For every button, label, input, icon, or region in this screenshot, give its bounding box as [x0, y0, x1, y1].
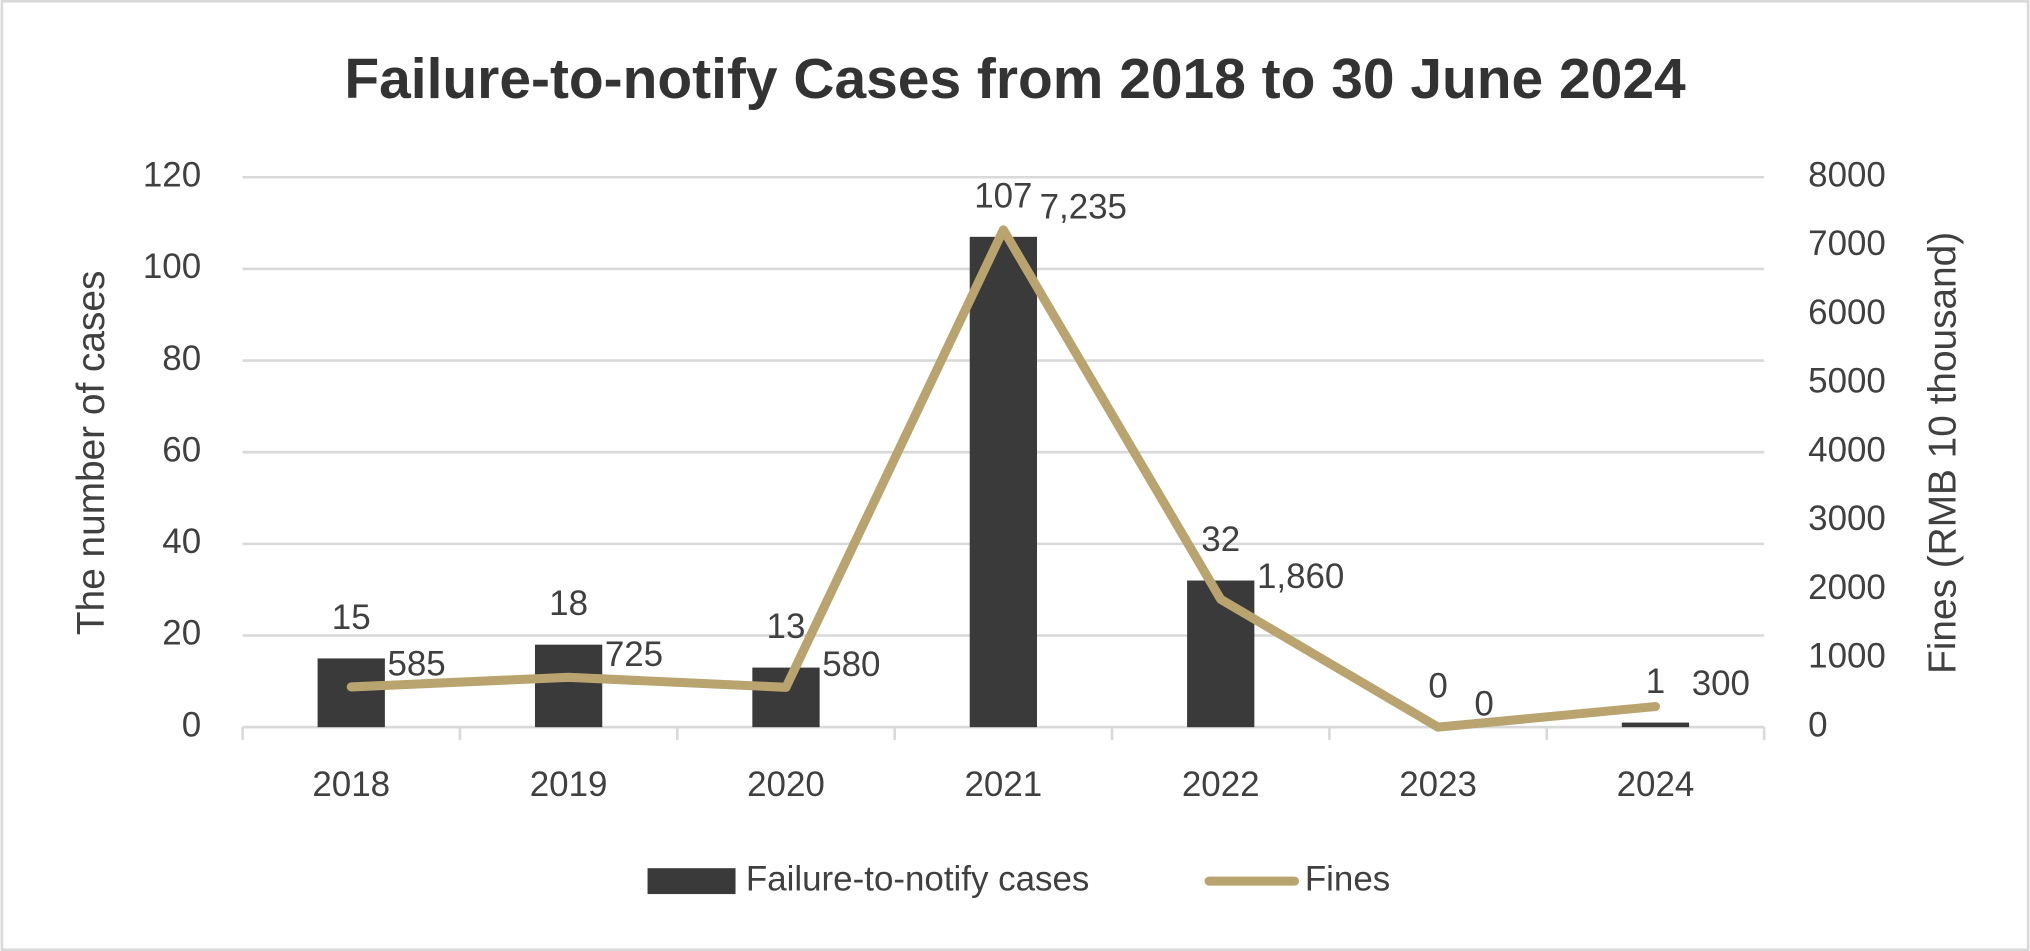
- line-value-label: 300: [1692, 664, 1750, 703]
- bar: [317, 658, 385, 728]
- y2-tick-label: 3000: [1808, 499, 1886, 538]
- y2-tick-label: 7000: [1808, 224, 1886, 263]
- y2-tick-label: 0: [1808, 705, 1827, 744]
- legend-label: Fines: [1305, 859, 1390, 898]
- bar-value-label: 0: [1428, 667, 1447, 706]
- y-tick-label: 20: [162, 614, 201, 653]
- line-value-label: 580: [822, 645, 880, 684]
- line-value-label: 0: [1474, 685, 1493, 724]
- y-axis-title: The number of cases: [70, 271, 113, 635]
- bar-value-label: 107: [974, 176, 1032, 215]
- y2-tick-label: 4000: [1808, 430, 1886, 469]
- bar-value-label: 15: [332, 598, 371, 637]
- bar-value-label: 18: [549, 584, 588, 623]
- x-tick-label: 2023: [1399, 765, 1477, 804]
- line-value-label: 585: [387, 644, 445, 683]
- line-value-label: 1,860: [1257, 557, 1344, 596]
- line-value-label: 725: [605, 635, 663, 674]
- y2-tick-label: 8000: [1808, 155, 1886, 194]
- y-tick-label: 100: [143, 247, 201, 286]
- y2-axis-title: Fines (RMB 10 thousand): [1922, 232, 1965, 674]
- y2-tick-label: 6000: [1808, 293, 1886, 332]
- bar: [969, 236, 1037, 728]
- bar: [1621, 722, 1690, 728]
- bar-value-label: 1: [1646, 662, 1665, 701]
- x-tick-label: 2019: [530, 765, 608, 804]
- x-tick-label: 2021: [965, 765, 1043, 804]
- x-tick-label: 2020: [747, 765, 825, 804]
- y2-tick-label: 2000: [1808, 568, 1886, 607]
- bar: [1187, 580, 1255, 728]
- x-tick-label: 2024: [1617, 765, 1695, 804]
- y-tick-label: 80: [162, 339, 201, 378]
- line-value-label: 7,235: [1040, 187, 1127, 226]
- y2-tick-label: 1000: [1808, 637, 1886, 676]
- y-tick-label: 120: [143, 155, 201, 194]
- bar: [534, 644, 603, 728]
- chart-title: Failure-to-notify Cases from 2018 to 30 …: [344, 47, 1686, 111]
- legend-label: Failure-to-notify cases: [746, 859, 1090, 898]
- y-tick-label: 60: [162, 430, 201, 469]
- bar-value-label: 13: [767, 607, 806, 646]
- y2-tick-label: 5000: [1808, 362, 1886, 401]
- bar: [752, 667, 820, 728]
- bar-value-label: 32: [1201, 520, 1240, 559]
- x-tick-label: 2022: [1182, 765, 1260, 804]
- x-tick-label: 2018: [312, 765, 390, 804]
- y-tick-label: 0: [182, 705, 201, 744]
- legend-swatch: [647, 868, 736, 895]
- y-tick-label: 40: [162, 522, 201, 561]
- line: [346, 225, 1660, 732]
